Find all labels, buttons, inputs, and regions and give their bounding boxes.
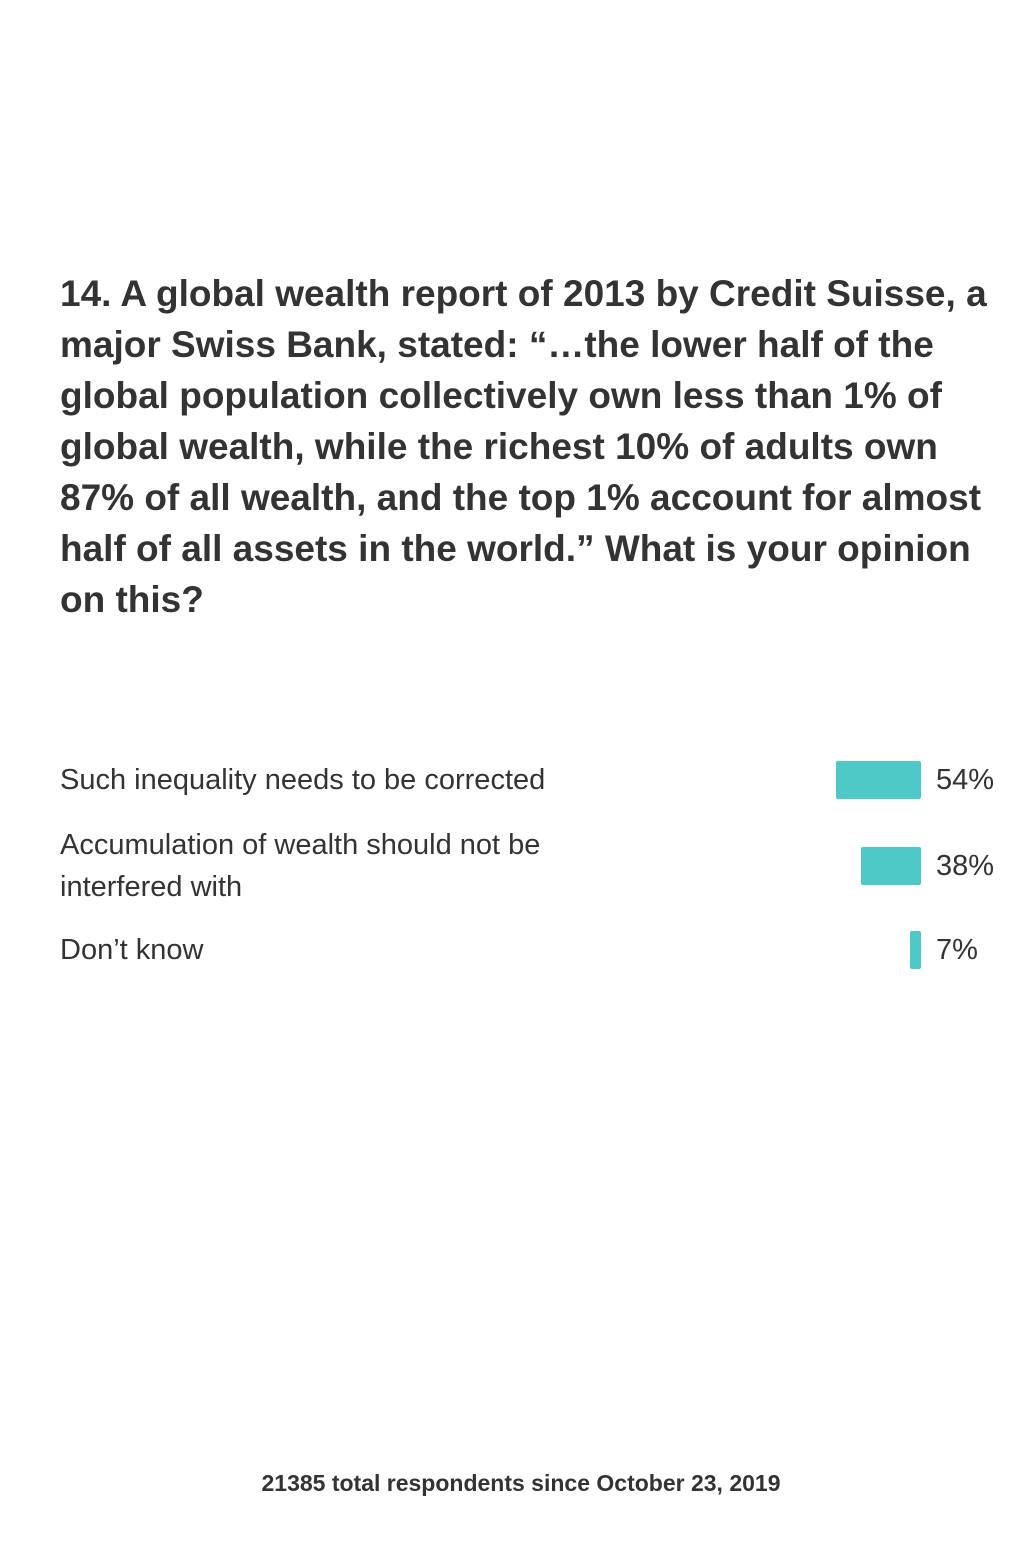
question-title: 14. A global wealth report of 2013 by Cr… [60,268,990,625]
answer-row: Don’t know 7% [60,920,1010,980]
answer-bar [836,761,921,799]
answer-row: Accumulation of wealth should not be int… [60,824,1010,908]
answer-percentage: 38% [936,845,994,887]
answer-percentage: 54% [936,759,994,801]
answer-bar [910,931,921,969]
answer-bar-chart: Such inequality needs to be corrected 54%… [60,750,1010,980]
answer-bar [861,847,921,885]
answer-label: Don’t know [60,929,660,971]
answer-label: Accumulation of wealth should not be int… [60,824,660,908]
answer-percentage: 7% [936,929,978,971]
respondents-footer: 21385 total respondents since October 23… [0,1467,1032,1499]
answer-row: Such inequality needs to be corrected 54% [60,750,1010,810]
answer-label: Such inequality needs to be corrected [60,759,660,801]
